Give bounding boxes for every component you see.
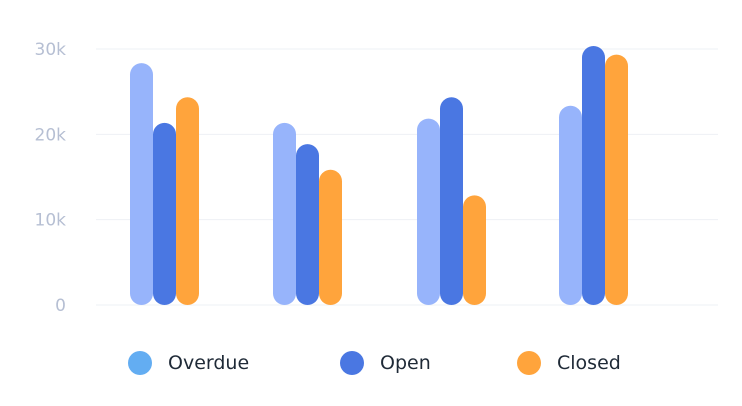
bar-closed-1[interactable] — [176, 97, 199, 305]
bar-overdue-2[interactable] — [273, 122, 296, 305]
bar-open-1[interactable] — [153, 122, 176, 305]
bar-closed-2[interactable] — [319, 169, 342, 305]
y-axis: 0 10k 20k 30k — [35, 40, 67, 316]
y-tick-label: 20k — [35, 125, 67, 145]
legend-label-closed: Closed — [557, 352, 621, 374]
legend-label-overdue: Overdue — [168, 352, 250, 374]
bar-overdue-4[interactable] — [559, 105, 582, 306]
bar-overdue-3[interactable] — [417, 118, 440, 305]
legend-swatch-closed — [517, 351, 541, 375]
bar-open-2[interactable] — [296, 144, 319, 305]
y-tick-label: 30k — [35, 40, 67, 60]
bar-open-3[interactable] — [440, 97, 463, 305]
legend: Overdue Open Closed — [0, 347, 742, 379]
legend-item-open[interactable]: Open — [340, 347, 431, 379]
bar-overdue-1[interactable] — [130, 63, 153, 305]
legend-item-overdue[interactable]: Overdue — [128, 347, 249, 379]
legend-swatch-open — [340, 351, 364, 375]
legend-swatch-overdue — [128, 351, 152, 375]
legend-item-closed[interactable]: Closed — [517, 347, 621, 379]
y-tick-label: 10k — [35, 211, 67, 231]
y-tick-label: 0 — [55, 296, 66, 316]
legend-label-open: Open — [380, 352, 431, 374]
bar-closed-3[interactable] — [463, 195, 486, 305]
bar-closed-4[interactable] — [605, 54, 628, 305]
bar-open-4[interactable] — [582, 46, 605, 306]
bars — [130, 46, 628, 306]
